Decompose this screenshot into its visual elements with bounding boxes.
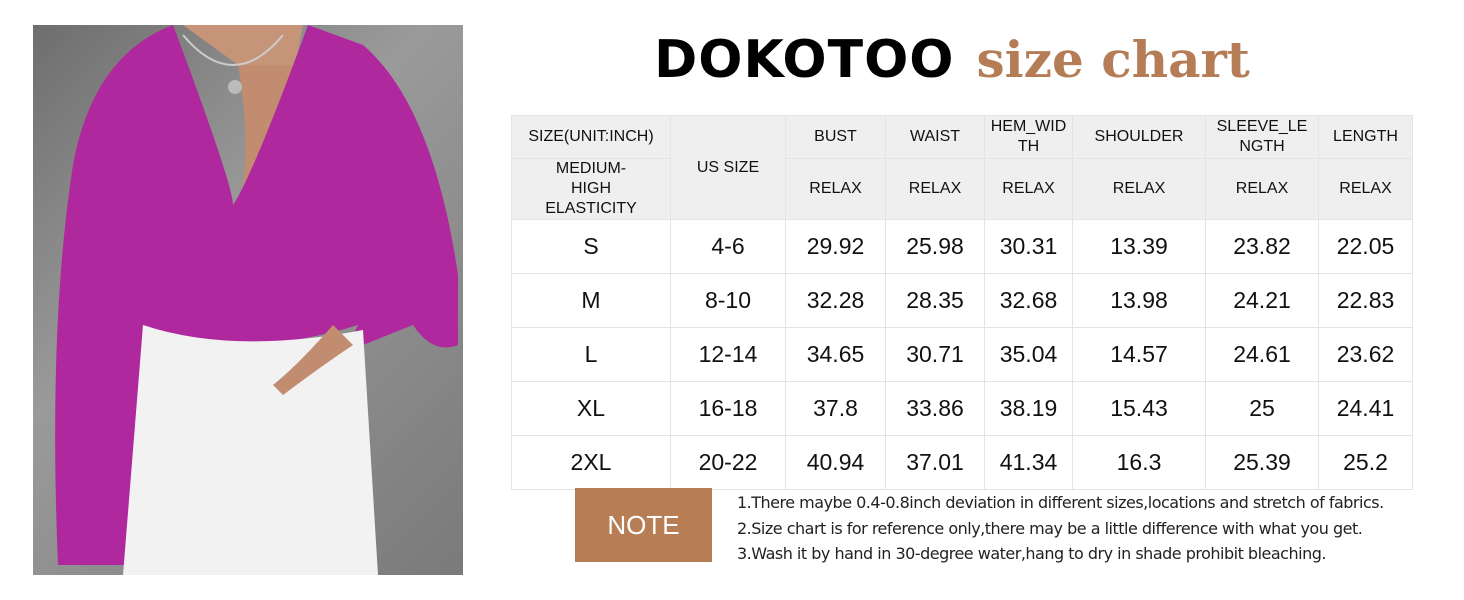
table-cell: 37.8	[785, 381, 886, 436]
header-sleeve-length: SLEEVE_LE NGTH	[1205, 115, 1319, 159]
table-cell: 25	[1205, 381, 1319, 436]
table-cell: 15.43	[1072, 381, 1206, 436]
note-line: 3.Wash it by hand in 30-degree water,han…	[737, 544, 1326, 563]
notes-list: 1.There maybe 0.4-0.8inch deviation in d…	[737, 490, 1384, 567]
table-cell: 32.68	[984, 273, 1073, 328]
table-cell: 29.92	[785, 219, 886, 274]
table-cell: 13.98	[1072, 273, 1206, 328]
table-cell: 4-6	[670, 219, 786, 274]
table-cell: 8-10	[670, 273, 786, 328]
header-bust: BUST	[785, 115, 886, 159]
table-cell: 30.31	[984, 219, 1073, 274]
table-cell: 22.83	[1318, 273, 1413, 328]
table-cell: 23.62	[1318, 327, 1413, 382]
table-cell: M	[511, 273, 671, 328]
page-title: DOKOTOO size chart	[0, 30, 1464, 90]
table-row: XL 16-18 37.8 33.86 38.19 15.43 25 24.41	[511, 381, 1413, 436]
model-photo	[33, 25, 463, 575]
table-cell: 33.86	[885, 381, 985, 436]
magenta-top	[55, 25, 459, 565]
brand-name: DOKOTOO	[654, 30, 955, 90]
note-line: 1.There maybe 0.4-0.8inch deviation in d…	[737, 493, 1384, 512]
white-jeans	[123, 325, 378, 575]
note-badge: NOTE	[575, 488, 712, 562]
table-cell: 14.57	[1072, 327, 1206, 382]
table-row: M 8-10 32.28 28.35 32.68 13.98 24.21 22.83	[511, 273, 1413, 328]
table-row: 2XL 20-22 40.94 37.01 41.34 16.3 25.39 25.2	[511, 435, 1413, 490]
table-cell: 37.01	[885, 435, 985, 490]
hand	[273, 325, 353, 395]
table-cell: S	[511, 219, 671, 274]
table-cell: 16.3	[1072, 435, 1206, 490]
header-size: SIZE(UNIT:INCH)	[511, 115, 671, 159]
table-cell: 24.61	[1205, 327, 1319, 382]
header-hem-width: HEM_WID TH	[984, 115, 1073, 159]
table-cell: 40.94	[785, 435, 886, 490]
header-row-relax: MEDIUM-HIGH ELASTICITY RELAX RELAX RELAX…	[511, 158, 1413, 220]
table-cell: 35.04	[984, 327, 1073, 382]
table-cell: 13.39	[1072, 219, 1206, 274]
table-cell: 16-18	[670, 381, 786, 436]
table-row: S 4-6 29.92 25.98 30.31 13.39 23.82 22.05	[511, 219, 1413, 274]
note-line: 2.Size chart is for reference only,there…	[737, 518, 1363, 538]
header-waist: WAIST	[885, 115, 985, 159]
table-cell: 34.65	[785, 327, 886, 382]
size-chart-table: SIZE(UNIT:INCH) US SIZE BUST WAIST HEM_W…	[511, 115, 1413, 490]
table-cell: 23.82	[1205, 219, 1319, 274]
table-row: L 12-14 34.65 30.71 35.04 14.57 24.61 23.62	[511, 327, 1413, 382]
relax-label: RELAX	[1318, 158, 1413, 220]
table-cell: 24.41	[1318, 381, 1413, 436]
header-us-size: US SIZE	[670, 115, 786, 220]
relax-label: RELAX	[1072, 158, 1206, 220]
header-length: LENGTH	[1318, 115, 1413, 159]
table-cell: 25.2	[1318, 435, 1413, 490]
header-row: SIZE(UNIT:INCH) US SIZE BUST WAIST HEM_W…	[511, 115, 1413, 220]
table-cell: 22.05	[1318, 219, 1413, 274]
necklace-pendant	[228, 80, 242, 94]
table-cell: XL	[511, 381, 671, 436]
relax-label: RELAX	[1205, 158, 1319, 220]
table-cell: 32.28	[785, 273, 886, 328]
table-cell: 25.39	[1205, 435, 1319, 490]
relax-label: RELAX	[785, 158, 886, 220]
table-cell: 30.71	[885, 327, 985, 382]
table-cell: 38.19	[984, 381, 1073, 436]
table-cell: 2XL	[511, 435, 671, 490]
table-cell: 41.34	[984, 435, 1073, 490]
relax-label: RELAX	[984, 158, 1073, 220]
title-subtitle: size chart	[976, 30, 1250, 89]
table-cell: 12-14	[670, 327, 786, 382]
header-shoulder: SHOULDER	[1072, 115, 1206, 159]
table-cell: 24.21	[1205, 273, 1319, 328]
elasticity-label: MEDIUM-HIGH ELASTICITY	[511, 158, 671, 220]
table-cell: 28.35	[885, 273, 985, 328]
table-cell: L	[511, 327, 671, 382]
model-illustration	[55, 25, 459, 575]
relax-label: RELAX	[885, 158, 985, 220]
table-cell: 20-22	[670, 435, 786, 490]
table-cell: 25.98	[885, 219, 985, 274]
